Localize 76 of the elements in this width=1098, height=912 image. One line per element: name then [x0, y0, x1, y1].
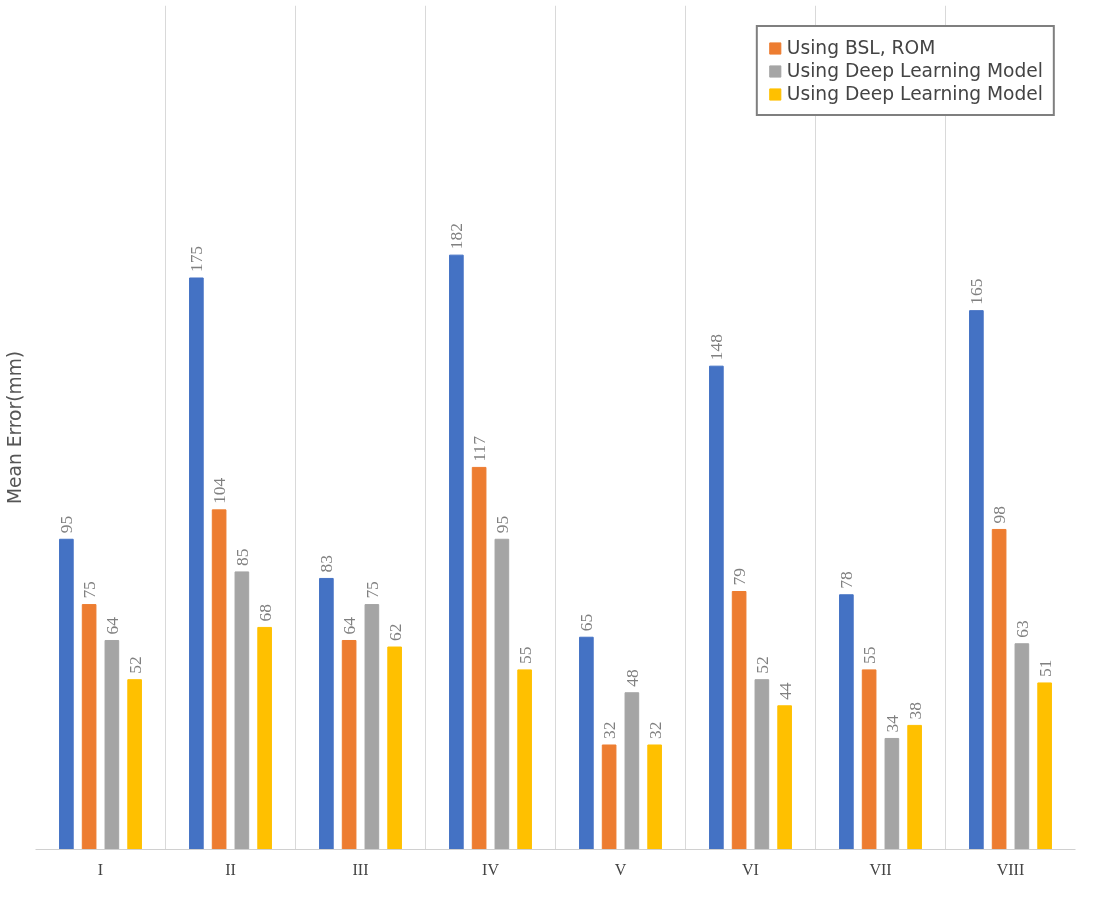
bar — [777, 705, 792, 850]
data-label: 148 — [707, 334, 727, 361]
data-label: 95 — [57, 515, 77, 534]
bar — [449, 254, 464, 850]
data-label: 38 — [905, 702, 925, 720]
bar — [969, 310, 984, 850]
data-label: 95 — [492, 515, 512, 534]
data-label: 64 — [102, 616, 122, 635]
data-label: 117 — [470, 435, 490, 462]
legend-label: Using Deep Learning Model — [786, 83, 1043, 104]
data-label: 83 — [317, 555, 337, 573]
bar — [754, 679, 770, 850]
bar — [127, 679, 142, 850]
y-axis-title: Mean Error(mm) — [3, 350, 25, 505]
bar — [104, 639, 120, 850]
data-label: 75 — [80, 581, 100, 599]
data-label: 75 — [362, 581, 382, 599]
bar — [59, 538, 74, 850]
data-label: 65 — [577, 613, 597, 632]
data-label: 52 — [752, 656, 772, 674]
data-label: 64 — [340, 616, 360, 635]
bar — [907, 724, 922, 850]
data-label: 62 — [385, 623, 405, 642]
bar — [364, 604, 380, 850]
bar — [319, 577, 334, 850]
data-label: 79 — [730, 568, 750, 586]
bar — [884, 737, 900, 850]
bar — [517, 669, 532, 850]
bar — [1037, 682, 1052, 850]
bar — [579, 636, 594, 850]
bar — [861, 669, 877, 850]
bar — [624, 692, 640, 850]
data-label: 68 — [255, 604, 275, 622]
bar — [341, 639, 357, 850]
bar — [1014, 643, 1030, 850]
legend-label: Using BSL, ROM — [786, 37, 936, 58]
bar — [471, 466, 487, 850]
bar — [731, 591, 747, 850]
bar — [81, 604, 97, 850]
bar — [709, 365, 724, 850]
data-label: 55 — [860, 646, 880, 664]
data-label: 34 — [882, 714, 902, 733]
data-label: 52 — [125, 656, 145, 674]
bar — [257, 626, 272, 850]
bar — [839, 594, 854, 850]
bar — [494, 538, 510, 850]
data-label: 85 — [232, 548, 252, 566]
data-label: 182 — [447, 223, 467, 250]
x-tick-label: VII — [869, 860, 892, 878]
data-label: 98 — [990, 506, 1010, 524]
data-label: 165 — [967, 278, 987, 305]
data-label: 104 — [210, 477, 230, 504]
bar — [601, 744, 617, 850]
data-label: 32 — [600, 721, 620, 739]
data-label: 78 — [837, 571, 857, 589]
data-label: 63 — [1012, 620, 1032, 638]
x-tick-label: V — [614, 860, 627, 878]
x-tick-label: VI — [742, 860, 759, 878]
x-tick-label: II — [225, 860, 236, 878]
bar — [211, 509, 227, 850]
x-tick-label: IV — [482, 860, 500, 878]
legend-label: Using Deep Learning Model — [786, 60, 1043, 81]
data-label: 55 — [515, 646, 535, 664]
x-tick-label: I — [97, 860, 104, 878]
bar — [991, 528, 1007, 850]
data-label: 48 — [622, 669, 642, 687]
bar — [647, 744, 662, 850]
data-label: 44 — [775, 682, 795, 700]
x-tick-label: III — [352, 860, 369, 878]
bar — [234, 571, 250, 850]
data-label: 51 — [1035, 659, 1055, 677]
data-label: 175 — [187, 245, 207, 272]
x-tick-label: VIII — [996, 860, 1025, 878]
bar — [387, 646, 402, 850]
data-label: 32 — [645, 721, 665, 739]
bar — [189, 277, 204, 850]
